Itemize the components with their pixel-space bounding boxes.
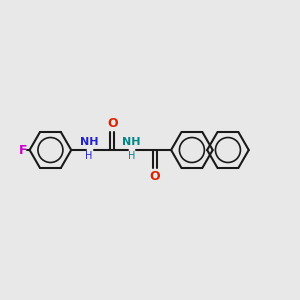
Text: H: H: [128, 152, 135, 161]
Text: NH: NH: [122, 137, 141, 147]
Text: NH: NH: [80, 137, 98, 147]
Text: F: F: [19, 143, 27, 157]
Text: O: O: [107, 117, 118, 130]
Text: O: O: [149, 170, 160, 183]
Text: H: H: [85, 152, 93, 161]
